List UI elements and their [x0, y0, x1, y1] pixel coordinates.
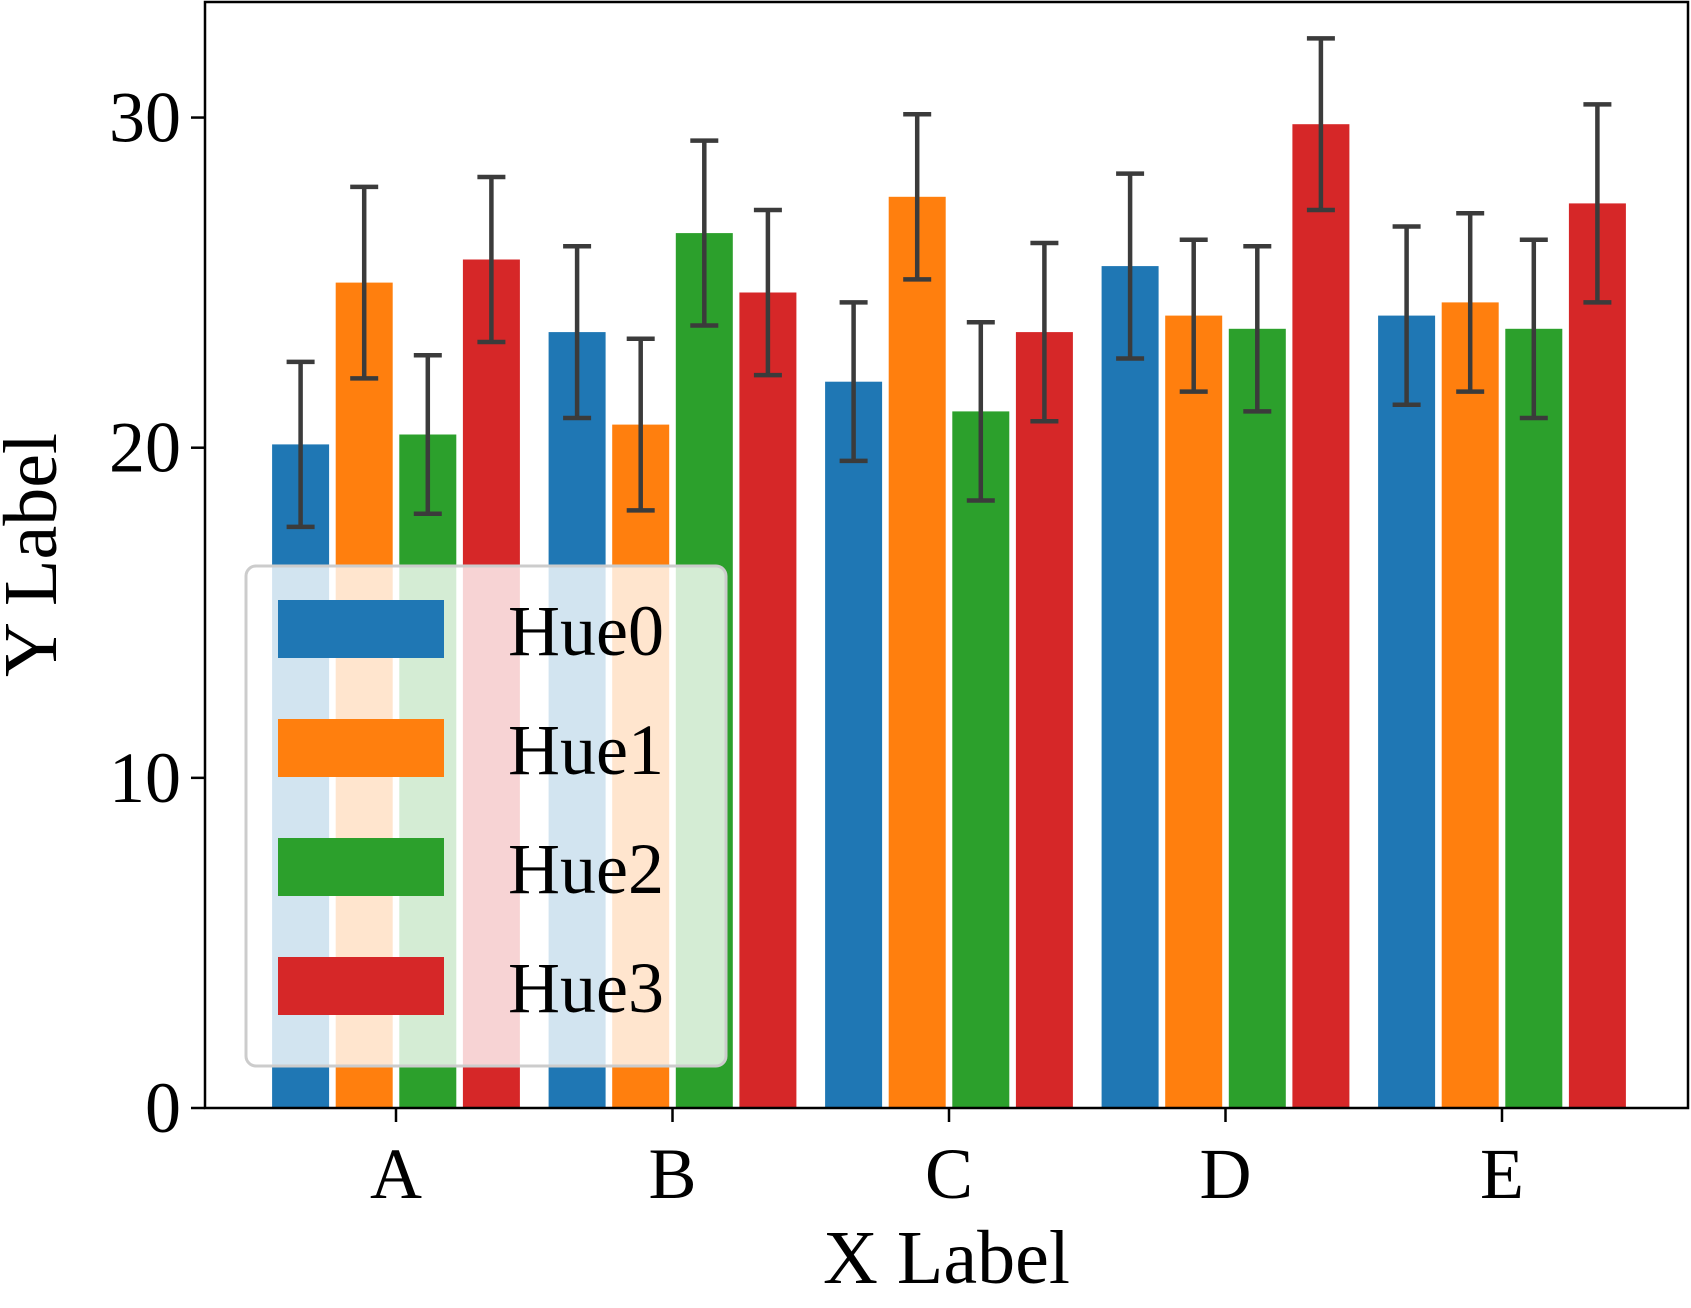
error-bar-hue1-d: [1179, 237, 1208, 394]
bar-hue3-d: [1292, 124, 1350, 1108]
error-bar-hue2-e: [1519, 237, 1548, 421]
bar-hue1-e: [1441, 302, 1499, 1108]
error-bar-hue1-b: [626, 336, 655, 513]
legend: Hue0 Hue1 Hue2 Hue3: [244, 564, 728, 1068]
x-tick-label-a: A: [370, 1134, 422, 1214]
bar-hue3-e: [1568, 203, 1626, 1108]
bar-hue0-c: [825, 381, 883, 1108]
error-bar-hue3-c: [1030, 240, 1059, 424]
bar-hue1-c: [888, 196, 946, 1109]
y-tick-label-30: 30: [109, 78, 181, 158]
x-tick-label-c: C: [925, 1134, 973, 1214]
legend-swatch-hue2: [278, 838, 444, 896]
legend-label-hue3: Hue3: [508, 948, 664, 1028]
x-tick-label-e: E: [1480, 1134, 1524, 1214]
error-bar-hue1-a: [350, 184, 379, 381]
error-bars-layer: [286, 36, 1612, 530]
x-tick-label-b: B: [648, 1134, 696, 1214]
bar-hue3-c: [1015, 332, 1073, 1109]
error-bar-hue3-b: [753, 207, 782, 378]
error-bar-hue0-c: [839, 300, 868, 464]
legend-swatch-hue1: [278, 719, 444, 777]
error-bar-hue1-e: [1456, 211, 1485, 394]
error-bar-hue0-d: [1116, 171, 1145, 361]
legend-frame: [244, 564, 728, 1068]
error-bar-hue2-b: [690, 138, 719, 328]
bar-hue2-c: [952, 411, 1010, 1108]
error-bar-hue2-a: [413, 353, 442, 516]
y-tick-label-0: 0: [145, 1068, 181, 1148]
y-axis-label: Y Label: [0, 433, 73, 677]
bar-hue0-d: [1101, 266, 1159, 1109]
y-tick-label-10: 10: [109, 738, 181, 818]
plot-frame: [203, 0, 1690, 1110]
error-bar-hue1-c: [903, 112, 932, 282]
bar-hue2-d: [1228, 328, 1286, 1108]
legend-label-hue0: Hue0: [508, 591, 664, 671]
bar-hue0-e: [1378, 315, 1436, 1109]
bar-hue2-e: [1505, 328, 1563, 1108]
legend-label-hue1: Hue1: [508, 710, 664, 790]
bar-hue3-b: [739, 292, 797, 1108]
error-bar-hue0-e: [1392, 224, 1421, 408]
error-bar-hue3-d: [1306, 36, 1335, 213]
error-bar-hue0-a: [286, 359, 315, 530]
error-bar-hue3-a: [477, 174, 506, 345]
x-tick-label-d: D: [1200, 1134, 1252, 1214]
legend-swatch-hue0: [278, 600, 444, 658]
error-bar-hue0-b: [563, 244, 592, 421]
error-bar-hue2-c: [966, 319, 995, 503]
bar-hue1-d: [1165, 315, 1223, 1109]
legend-swatch-hue3: [278, 957, 444, 1015]
y-tick-label-20: 20: [109, 408, 181, 488]
error-bar-hue2-d: [1243, 244, 1272, 414]
x-axis-label: X Label: [823, 1216, 1070, 1300]
legend-label-hue2: Hue2: [508, 829, 664, 909]
error-bar-hue3-e: [1583, 102, 1612, 305]
